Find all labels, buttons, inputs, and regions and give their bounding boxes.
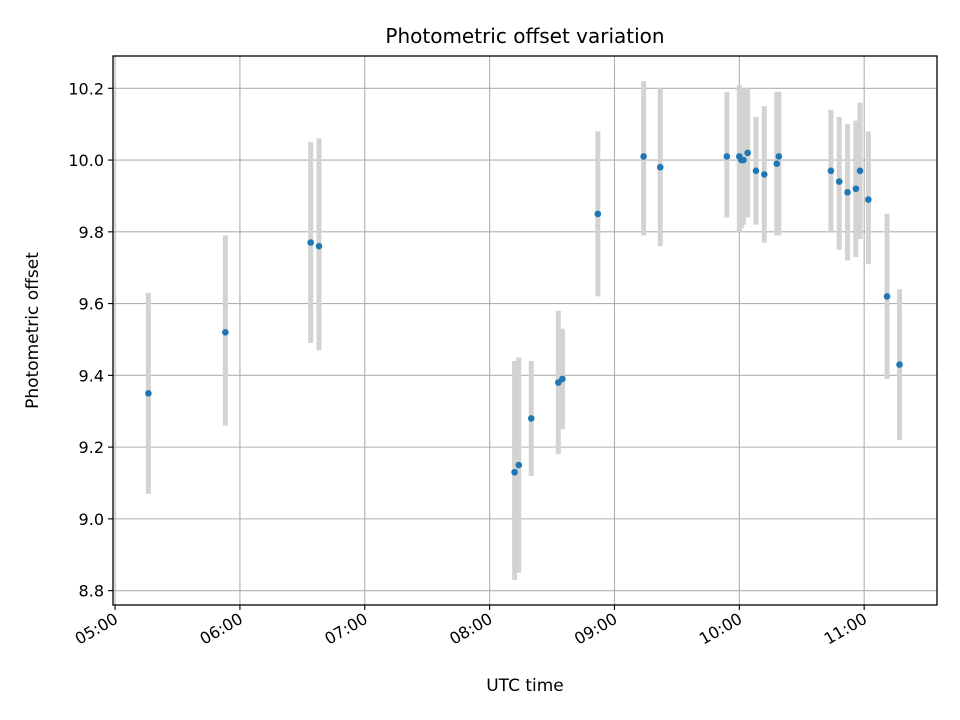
x-tick-label: 08:00 (446, 609, 495, 649)
error-bars (145, 81, 903, 580)
data-point (883, 293, 891, 300)
data-point (827, 167, 835, 175)
y-tick-label: 9.6 (79, 295, 104, 314)
y-tick-label: 10.2 (68, 79, 104, 98)
data-point (844, 189, 851, 196)
plot-frame (112, 55, 938, 606)
data-point (315, 242, 323, 250)
x-tick-label: 11:00 (821, 609, 870, 649)
x-tick-label: 09:00 (571, 609, 620, 649)
data-point (896, 361, 903, 368)
y-tick-label: 10.0 (68, 151, 104, 170)
x-tick-label: 07:00 (321, 609, 370, 649)
data-point (740, 156, 747, 164)
y-tick-label: 9.8 (79, 223, 104, 242)
data-point (723, 153, 731, 160)
x-tick-label: 05:00 (72, 609, 121, 649)
data-points (145, 149, 903, 476)
data-point (559, 375, 566, 383)
data-point (865, 196, 872, 203)
data-point (835, 178, 843, 185)
data-point (527, 415, 535, 422)
data-point (744, 149, 751, 157)
data-point (145, 389, 152, 397)
y-tick-label: 9.0 (79, 510, 104, 529)
x-tick-label: 06:00 (196, 609, 245, 649)
data-point (511, 468, 518, 476)
data-point (640, 153, 647, 160)
data-point (515, 461, 523, 469)
data-point (760, 171, 768, 178)
data-point (594, 210, 602, 218)
chart-title: Photometric offset variation (385, 24, 664, 48)
x-tick-label: 10:00 (696, 609, 745, 649)
x-axis-title: UTC time (486, 676, 564, 696)
grid (113, 56, 937, 605)
y-tick-label: 8.8 (79, 582, 104, 601)
data-point (307, 239, 314, 246)
data-point (856, 167, 864, 175)
data-point (775, 153, 783, 160)
data-point (222, 328, 229, 336)
data-point (656, 163, 664, 171)
data-point (773, 160, 781, 167)
data-point (752, 167, 760, 175)
y-tick-label: 9.2 (79, 438, 104, 457)
y-tick-label: 9.4 (79, 366, 104, 385)
data-point (852, 185, 860, 193)
y-axis-title: Photometric offset (23, 252, 43, 409)
